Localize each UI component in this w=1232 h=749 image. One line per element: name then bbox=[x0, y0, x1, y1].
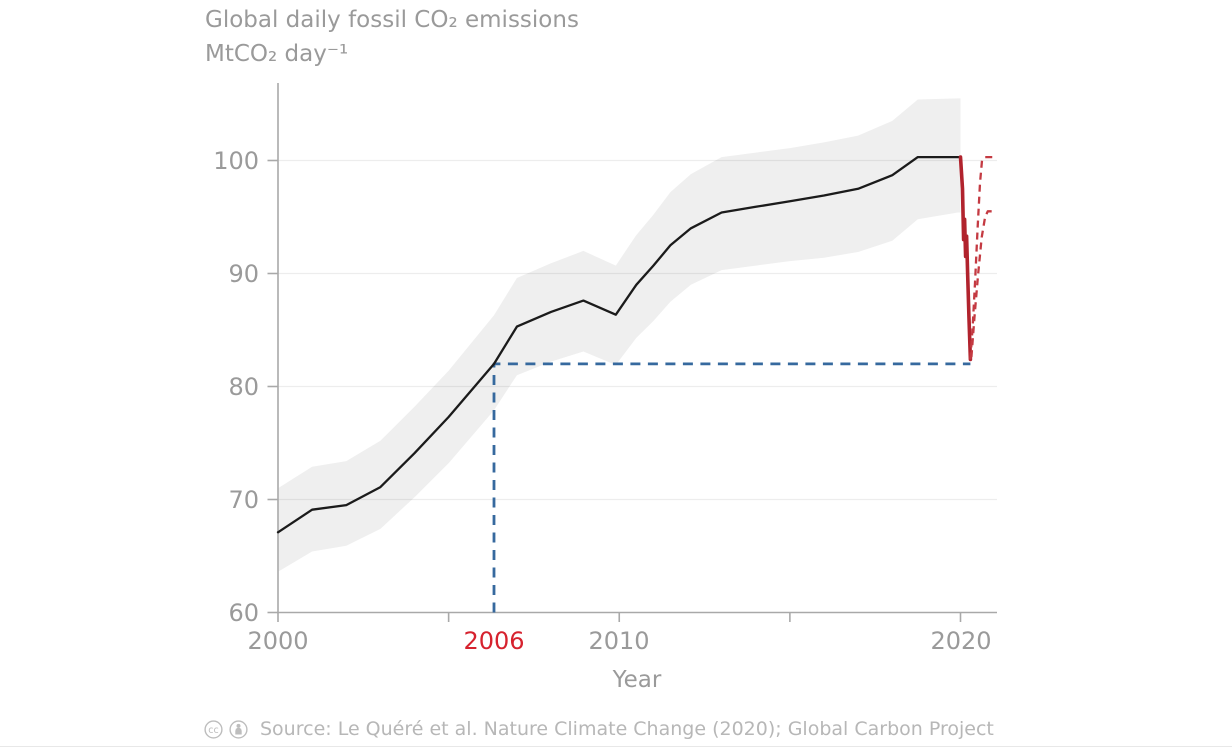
covid-2020-scenario-high bbox=[969, 155, 997, 360]
y-tick-label-90: 90 bbox=[228, 260, 259, 288]
covid-2020-scenario-low bbox=[970, 210, 993, 358]
y-tick-label-80: 80 bbox=[228, 373, 259, 401]
x-tick-label-2000: 2000 bbox=[247, 627, 309, 655]
x-tick-label-2006-highlight: 2006 bbox=[463, 627, 525, 655]
cc-icon: cc bbox=[204, 719, 223, 739]
x-axis-title: Year bbox=[612, 667, 662, 693]
chart-unit-label: MtCO₂ day⁻¹ bbox=[205, 41, 349, 67]
svg-text:cc: cc bbox=[208, 724, 218, 735]
uncertainty-band bbox=[278, 98, 961, 572]
2006-level-reference bbox=[492, 362, 971, 613]
source-footer: cc Source: Le Quéré et al. Nature Climat… bbox=[203, 717, 994, 741]
x-tick-label-2020: 2020 bbox=[930, 627, 992, 655]
bottom-divider bbox=[0, 746, 1232, 747]
y-tick-label-60: 60 bbox=[228, 599, 259, 627]
y-tick-label-100: 100 bbox=[213, 147, 259, 175]
by-attribution-icon bbox=[229, 719, 248, 739]
x-tick-label-2010: 2010 bbox=[588, 627, 650, 655]
chart-title: Global daily fossil CO₂ emissions bbox=[205, 7, 579, 33]
y-tick-label-70: 70 bbox=[228, 486, 259, 514]
covid-2020-observed bbox=[958, 155, 973, 362]
source-text: Source: Le Quéré et al. Nature Climate C… bbox=[260, 718, 994, 740]
annual-mean-emissions bbox=[276, 155, 962, 534]
